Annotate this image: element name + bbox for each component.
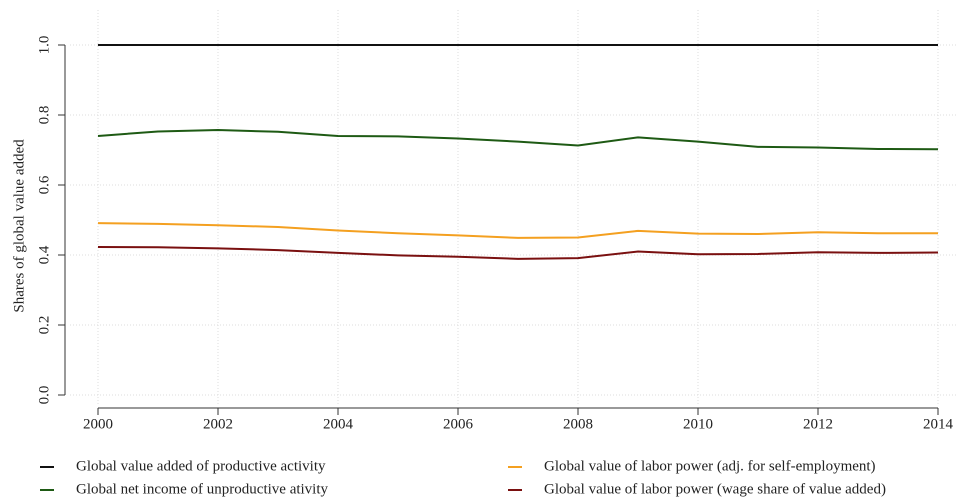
y-tick-label: 0.2 [36, 316, 52, 335]
series-line [97, 222, 938, 239]
legend-label: Global net income of unproductive ativit… [76, 481, 329, 497]
x-tick-label: 2012 [803, 416, 833, 432]
x-tick-label: 2008 [563, 416, 593, 432]
x-tick-label: 2002 [203, 416, 233, 432]
series-line [97, 129, 939, 151]
legend-label: Global value of labor power (adj. for se… [544, 458, 876, 474]
y-tick-label: 0.4 [36, 245, 52, 264]
x-tick-label: 2010 [683, 416, 713, 432]
y-tick-label: 0.8 [36, 106, 52, 125]
y-tick-label: 0.6 [36, 175, 52, 194]
y-tick-label: 0.0 [36, 386, 52, 405]
y-tick-label: 1.0 [36, 36, 52, 55]
y-axis-label: Shares of global value added [11, 139, 27, 313]
plot-background [70, 10, 957, 406]
series-line [97, 245, 939, 260]
x-tick-label: 2004 [323, 416, 354, 432]
x-tick-label: 2006 [443, 416, 474, 432]
legend-label: Global value of labor power (wage share … [544, 481, 886, 497]
x-tick-label: 2014 [923, 416, 954, 432]
legend-label: Global value added of productive activit… [76, 458, 326, 474]
x-tick-label: 2000 [83, 416, 113, 432]
